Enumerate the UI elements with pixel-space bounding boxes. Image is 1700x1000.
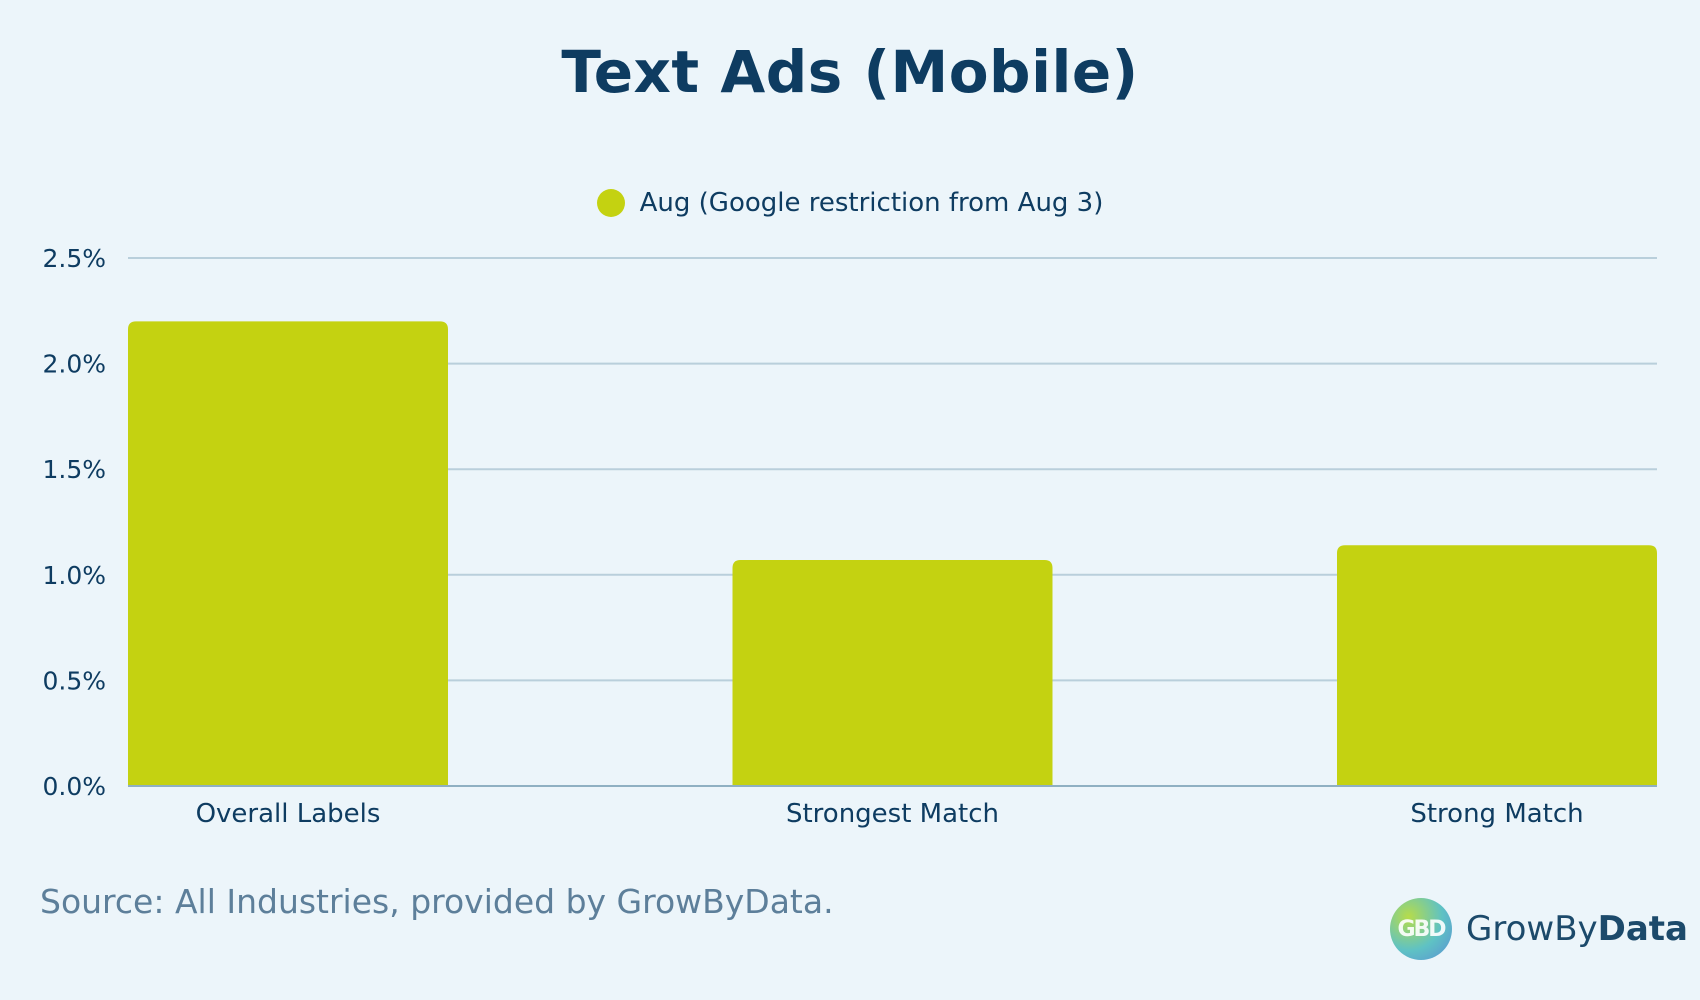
chart-title: Text Ads (Mobile) (561, 38, 1139, 106)
y-tick-label: 1.5% (42, 455, 106, 484)
brand-logo: GBD GrowByData (1390, 898, 1688, 960)
logo-icon: GBD (1390, 898, 1452, 960)
y-tick-label: 0.0% (42, 772, 106, 801)
x-tick-label: Overall Labels (196, 799, 381, 829)
bar-overall-labels (128, 321, 448, 786)
x-tick-label: Strong Match (1410, 799, 1583, 829)
bar-chart: 0.0% 0.5% 1.0% 1.5% 2.0% 2.5% Overall Labels St… (42, 244, 1657, 829)
bar-strongest-match (732, 560, 1053, 786)
y-tick-label: 2.5% (42, 244, 106, 273)
source-note: Source: All Industries, provided by Grow… (40, 882, 834, 921)
logo-wordmark-regular: GrowBy (1466, 909, 1598, 949)
y-tick-label: 2.0% (42, 350, 106, 379)
bar-strong-match (1337, 545, 1657, 786)
legend-swatch (596, 189, 625, 217)
logo-wordmark: GrowByData (1466, 909, 1688, 949)
x-tick-label: Strongest Match (786, 799, 999, 829)
logo-wordmark-bold: Data (1597, 909, 1689, 949)
chart-legend: Aug (Google restriction from Aug 3) (0, 188, 1700, 218)
legend-label: Aug (Google restriction from Aug 3) (639, 188, 1104, 218)
y-tick-label: 0.5% (42, 666, 106, 695)
y-tick-label: 1.0% (42, 561, 106, 590)
